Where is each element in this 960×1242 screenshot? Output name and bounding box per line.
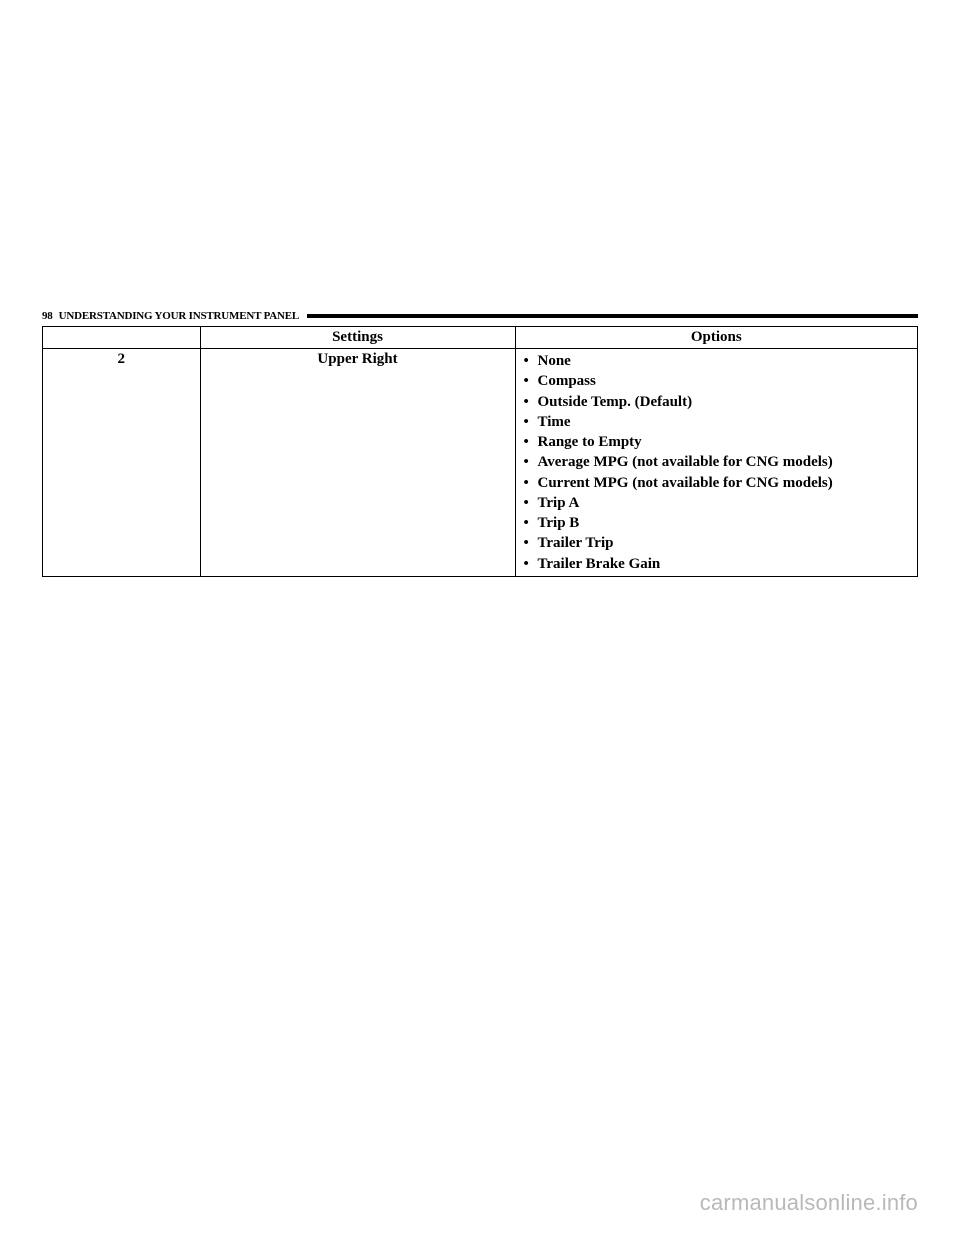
option-item: Outside Temp. (Default) [524, 392, 910, 412]
content-band: 98 UNDERSTANDING YOUR INSTRUMENT PANEL S… [42, 310, 918, 577]
header-rule [307, 314, 918, 318]
row-number-cell: 2 [43, 349, 201, 577]
option-item: Average MPG (not available for CNG model… [524, 452, 910, 472]
option-item: Trailer Trip [524, 533, 910, 553]
section-title: UNDERSTANDING YOUR INSTRUMENT PANEL [59, 310, 299, 322]
option-item: None [524, 351, 910, 371]
table-header-options: Options [515, 327, 918, 349]
row-setting-cell: Upper Right [200, 349, 515, 577]
option-item: Trip A [524, 493, 910, 513]
page-header: 98 UNDERSTANDING YOUR INSTRUMENT PANEL [42, 310, 918, 322]
option-item: Range to Empty [524, 432, 910, 452]
option-item: Trip B [524, 513, 910, 533]
options-list: None Compass Outside Temp. (Default) Tim… [524, 351, 910, 574]
row-options-cell: None Compass Outside Temp. (Default) Tim… [515, 349, 918, 577]
watermark: carmanualsonline.info [700, 1190, 918, 1216]
option-item: Time [524, 412, 910, 432]
table-row: 2 Upper Right None Compass Outside Temp.… [43, 349, 918, 577]
table-header-settings: Settings [200, 327, 515, 349]
page-number: 98 [42, 310, 53, 322]
manual-page: 98 UNDERSTANDING YOUR INSTRUMENT PANEL S… [0, 0, 960, 1242]
option-item: Current MPG (not available for CNG model… [524, 473, 910, 493]
option-item: Compass [524, 371, 910, 391]
settings-table: Settings Options 2 Upper Right None Comp… [42, 326, 918, 577]
table-header-row: Settings Options [43, 327, 918, 349]
option-item: Trailer Brake Gain [524, 554, 910, 574]
table-header-number [43, 327, 201, 349]
